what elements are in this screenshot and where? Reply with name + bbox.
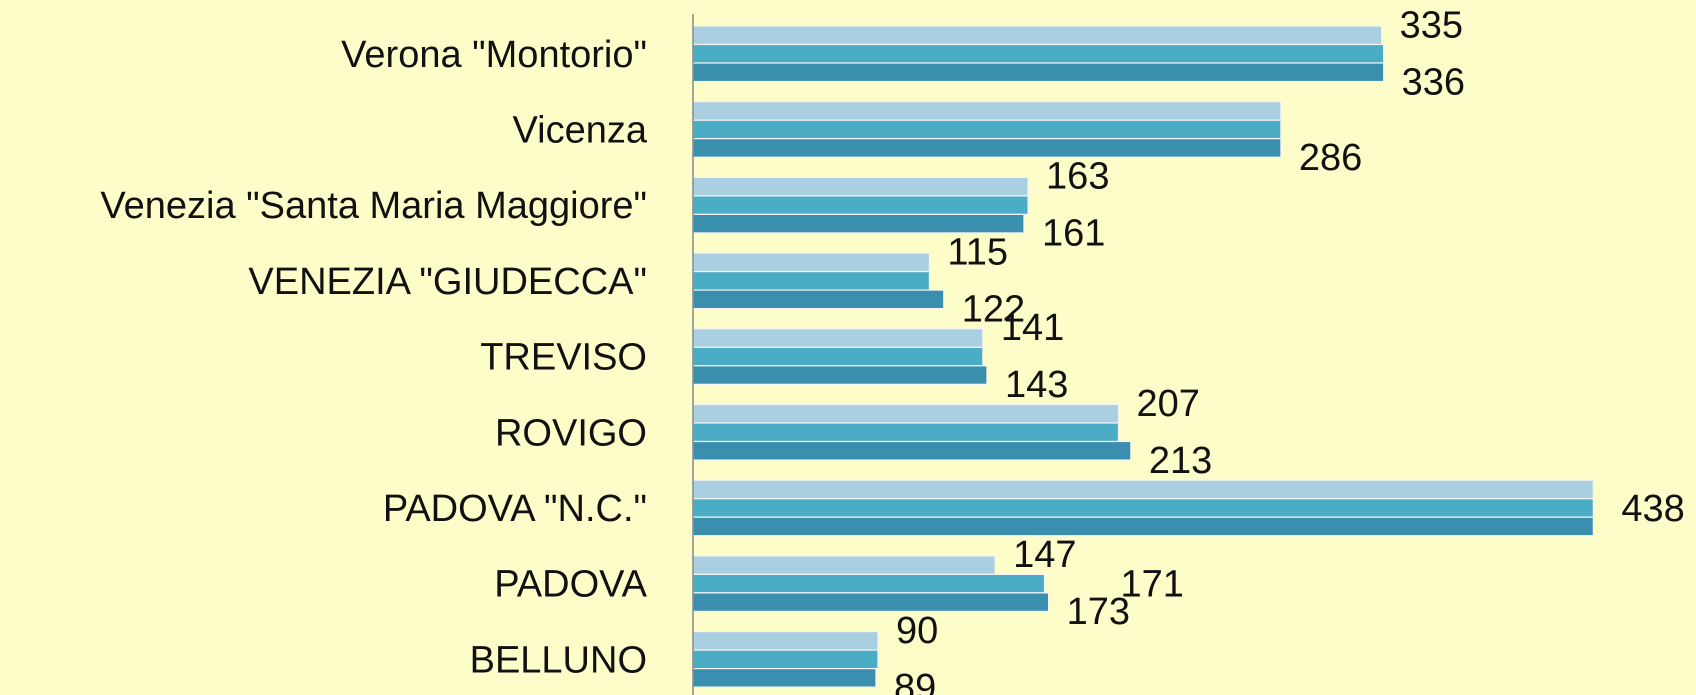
- data-label: 207: [1137, 383, 1200, 425]
- data-label: 286: [1299, 137, 1362, 179]
- data-label: 115: [947, 231, 1008, 273]
- bar: [692, 328, 984, 348]
- category-label: BELLUNO: [470, 639, 647, 681]
- bar: [692, 440, 1132, 461]
- bar: [692, 403, 1120, 424]
- bar: [692, 119, 1282, 140]
- bar: [692, 365, 988, 385]
- data-label: 438: [1621, 488, 1684, 530]
- category-label: PADOVA "N.C.": [383, 488, 647, 530]
- bar: [692, 43, 1385, 64]
- data-label: 173: [1067, 591, 1130, 633]
- bar: [692, 138, 1282, 158]
- bar: [692, 176, 1029, 197]
- bar: [692, 555, 996, 576]
- bar: [692, 649, 879, 670]
- data-label: 335: [1400, 4, 1463, 46]
- bar: [692, 516, 1594, 537]
- bar: [692, 630, 879, 651]
- data-label: 122: [962, 288, 1025, 330]
- data-label: 336: [1402, 61, 1465, 103]
- data-label: 161: [1042, 213, 1105, 255]
- bar: [692, 289, 945, 310]
- category-label: VENEZIA "GIUDECCA": [248, 261, 647, 303]
- bar: [692, 592, 1050, 613]
- bar: [692, 213, 1025, 234]
- data-label: 213: [1149, 440, 1212, 482]
- data-label: 89: [894, 667, 936, 695]
- category-label: Verona "Montorio": [341, 34, 647, 76]
- bar: [692, 479, 1594, 500]
- category-label: Venezia "Santa Maria Maggiore": [100, 185, 647, 227]
- bar: [692, 271, 930, 291]
- bar: [692, 498, 1594, 518]
- bar: [692, 573, 1046, 594]
- category-label: ROVIGO: [495, 412, 647, 454]
- category-label: Vicenza: [512, 109, 647, 151]
- data-label: 141: [1001, 307, 1064, 349]
- bar: [692, 252, 930, 273]
- data-label: 147: [1013, 534, 1076, 576]
- data-label: 171: [1121, 564, 1184, 606]
- bar: [692, 62, 1385, 83]
- bar: [692, 667, 877, 688]
- data-label: 163: [1046, 156, 1109, 198]
- category-label: PADOVA: [494, 564, 647, 606]
- bar: [692, 195, 1029, 215]
- data-label: 143: [1005, 364, 1068, 406]
- bar: [692, 101, 1282, 121]
- bar: [692, 25, 1383, 46]
- category-label: TREVISO: [480, 337, 647, 379]
- data-label: 90: [896, 610, 938, 652]
- bar: [692, 346, 984, 367]
- bar: [692, 422, 1120, 443]
